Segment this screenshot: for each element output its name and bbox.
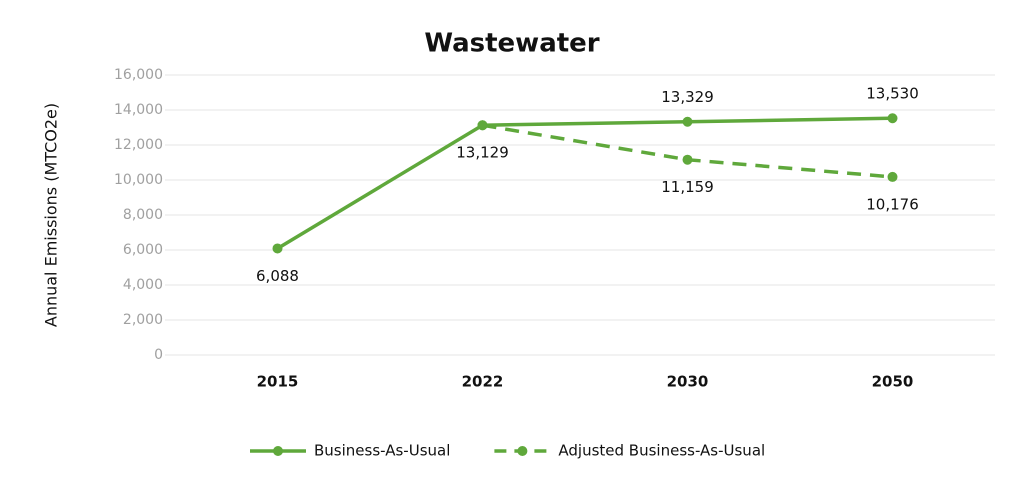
data-label: 13,530 <box>866 85 919 103</box>
legend-label: Adjusted Business-As-Usual <box>558 442 765 460</box>
chart-title: Wastewater <box>424 29 599 59</box>
data-point <box>682 116 693 127</box>
data-label: 10,176 <box>866 195 919 213</box>
y-tick-label: 2,000 <box>123 312 163 328</box>
x-tick-label: 2050 <box>872 373 914 391</box>
legend-label: Business-As-Usual <box>314 442 450 460</box>
data-point <box>887 113 898 124</box>
data-point <box>682 154 693 165</box>
legend-marker <box>273 446 283 456</box>
data-label: 11,159 <box>661 178 714 196</box>
y-tick-label: 6,000 <box>123 242 163 258</box>
series-line <box>482 123 893 179</box>
y-tick-label: 14,000 <box>114 102 163 118</box>
data-point <box>477 120 488 131</box>
y-tick-label: 0 <box>154 347 163 363</box>
y-tick-label: 16,000 <box>114 67 163 83</box>
series-line <box>276 116 893 250</box>
data-point <box>272 243 283 254</box>
legend-marker <box>517 446 528 456</box>
y-axis-label: Annual Emissions (MTCO2e) <box>42 103 61 327</box>
y-tick-label: 4,000 <box>123 277 163 293</box>
x-tick-label: 2022 <box>462 373 504 391</box>
x-tick-label: 2030 <box>667 373 709 391</box>
data-label: 13,329 <box>661 88 714 106</box>
x-tick-label: 2015 <box>257 373 299 391</box>
data-point <box>887 171 898 182</box>
y-tick-label: 10,000 <box>114 172 163 188</box>
y-tick-label: 8,000 <box>123 207 163 223</box>
data-label: 6,088 <box>256 267 299 285</box>
data-label: 13,129 <box>456 144 509 162</box>
y-tick-label: 12,000 <box>114 137 163 153</box>
